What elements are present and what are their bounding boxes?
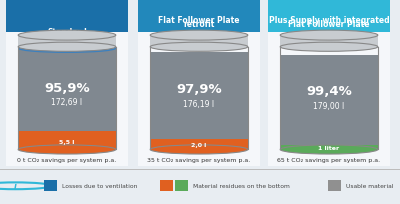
Bar — [175, 180, 188, 191]
Bar — [280, 56, 378, 146]
Ellipse shape — [280, 145, 378, 154]
Bar — [150, 53, 248, 140]
Bar — [6, 1, 128, 33]
Ellipse shape — [150, 145, 248, 154]
Text: 176,19 l: 176,19 l — [184, 100, 214, 109]
Ellipse shape — [18, 43, 116, 52]
Text: 99,4%: 99,4% — [306, 85, 352, 98]
Ellipse shape — [18, 45, 116, 54]
Text: Material residues on the bottom: Material residues on the bottom — [193, 183, 290, 188]
Text: Plus.Supply with integrated: Plus.Supply with integrated — [269, 16, 389, 25]
Text: 1 liter: 1 liter — [318, 145, 340, 150]
Bar — [160, 180, 173, 191]
Bar — [150, 36, 248, 48]
Text: i: i — [14, 181, 17, 190]
Bar — [138, 1, 260, 33]
Ellipse shape — [150, 43, 248, 52]
Text: 65 t CO₂ savings per system p.a.: 65 t CO₂ savings per system p.a. — [278, 157, 380, 162]
Bar — [328, 180, 341, 191]
Text: 2,0 l: 2,0 l — [191, 143, 207, 148]
Text: Flat Follower Plate: Flat Follower Plate — [158, 16, 240, 25]
Bar — [268, 1, 390, 33]
Text: Standard: Standard — [47, 28, 87, 37]
Bar — [280, 36, 378, 48]
Bar — [18, 50, 116, 131]
Text: Usable material: Usable material — [346, 183, 393, 188]
Text: Flat Follower Plate: Flat Follower Plate — [288, 20, 370, 29]
Text: 35 t CO₂ savings per system p.a.: 35 t CO₂ savings per system p.a. — [147, 157, 251, 162]
Text: 0 t CO₂ savings per system p.a.: 0 t CO₂ savings per system p.a. — [17, 157, 117, 162]
Text: 5,5 l: 5,5 l — [59, 139, 75, 144]
Text: 95,9%: 95,9% — [44, 81, 90, 94]
Ellipse shape — [280, 31, 378, 41]
Bar — [18, 36, 116, 48]
Text: Losses due to ventilation: Losses due to ventilation — [62, 183, 137, 188]
Bar — [150, 140, 248, 150]
Text: retrofit: retrofit — [183, 20, 215, 29]
Ellipse shape — [18, 31, 116, 41]
Text: 97,9%: 97,9% — [176, 83, 222, 96]
Bar — [18, 48, 116, 50]
Bar — [280, 146, 378, 150]
Bar — [18, 131, 116, 150]
Text: 179,00 l: 179,00 l — [313, 102, 345, 111]
Text: 172,69 l: 172,69 l — [52, 98, 82, 107]
Bar — [44, 180, 57, 191]
Ellipse shape — [18, 145, 116, 154]
Ellipse shape — [280, 43, 378, 52]
Ellipse shape — [150, 31, 248, 41]
